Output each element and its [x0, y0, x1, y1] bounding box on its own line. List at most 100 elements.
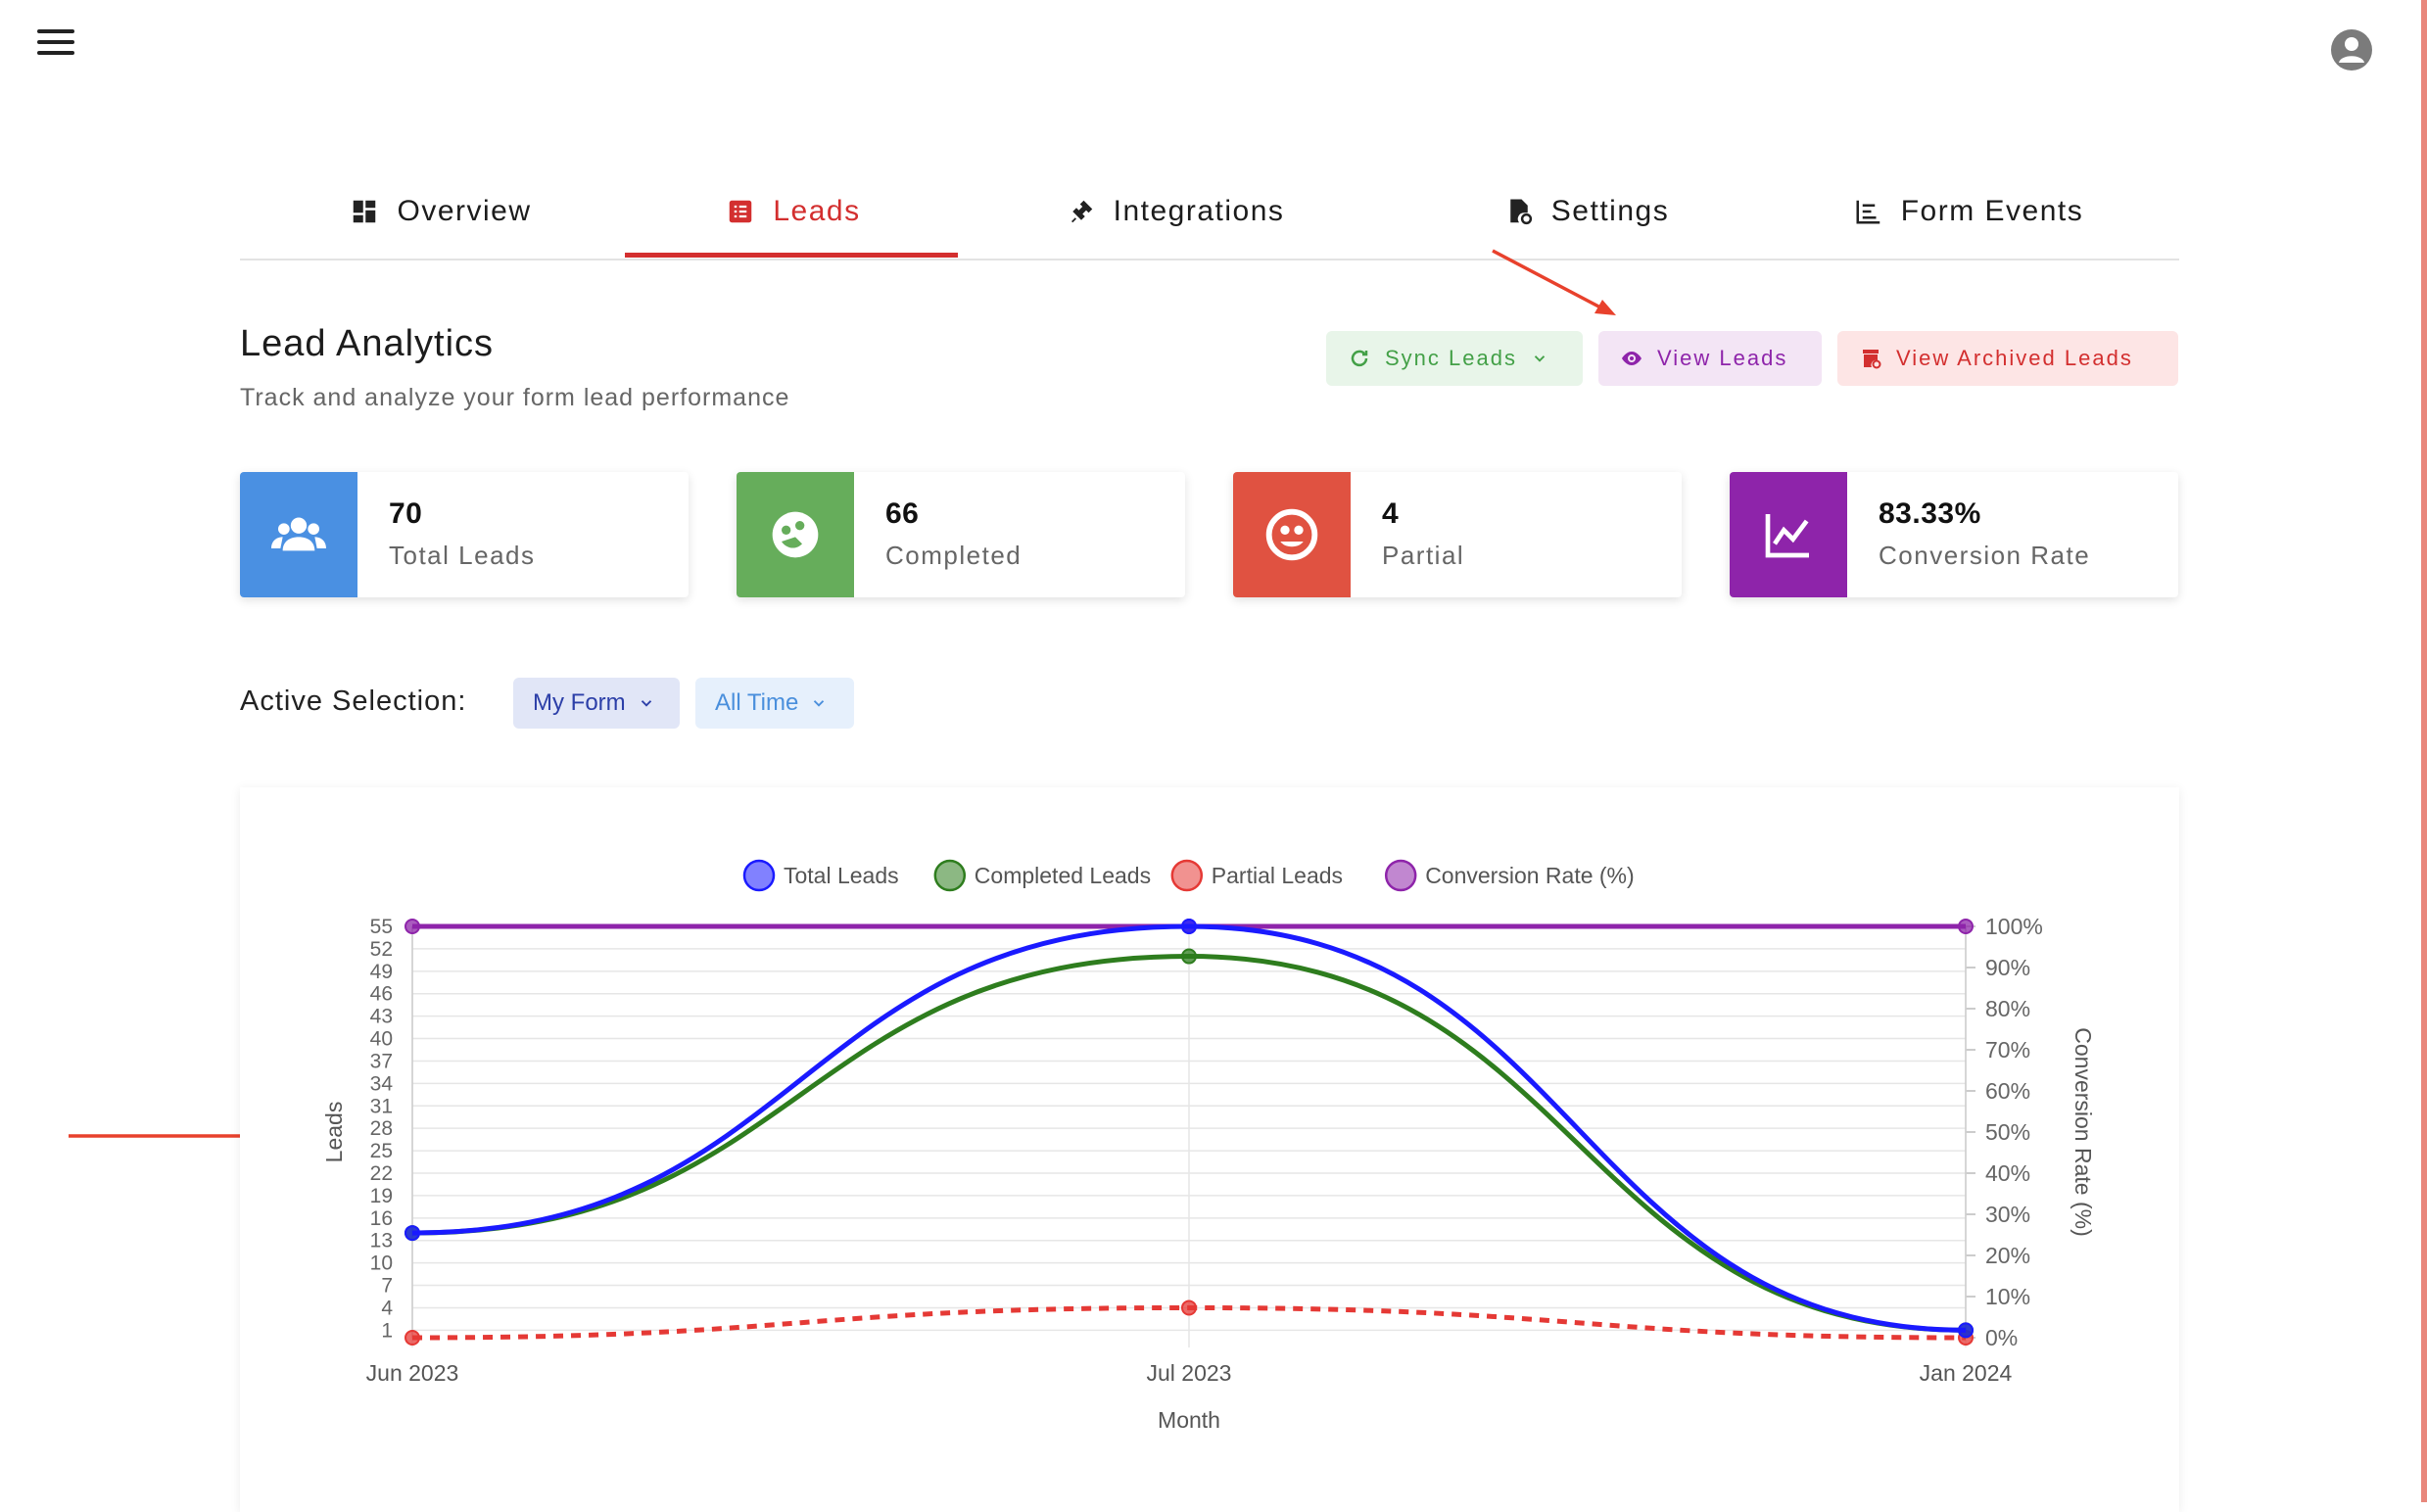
view-archived-leads-label: View Archived Leads: [1896, 346, 2133, 370]
view-leads-label: View Leads: [1657, 346, 1788, 370]
partial-icon: [1233, 472, 1351, 597]
stat-label: Conversion Rate: [1879, 541, 2091, 570]
active-selection-label: Active Selection:: [240, 685, 467, 717]
total-leads-point: [1181, 919, 1197, 934]
account-icon[interactable]: [2331, 29, 2372, 71]
stat-value: 83.33%: [1879, 497, 1981, 530]
total-leads-point: [1958, 1322, 1974, 1339]
legend-swatch-partial-leads: [1170, 859, 1204, 892]
view-archived-leads-button[interactable]: View Archived Leads: [1837, 331, 2178, 386]
time-range-value: All Time: [715, 689, 799, 716]
y2-tick-label: 60%: [1985, 1078, 2030, 1104]
y-tick-label: 7: [381, 1275, 393, 1298]
x-axis-title: Month: [1158, 1407, 1220, 1433]
conversion-rate-point: [1958, 919, 1974, 934]
legend-swatch-conversion-rate: [1384, 859, 1417, 892]
y-tick-label: 52: [370, 938, 393, 961]
y-tick-label: 28: [370, 1117, 393, 1140]
stat-label: Total Leads: [389, 541, 536, 570]
stat-card-completed: 66 Completed: [737, 472, 1185, 597]
chart-panel: 1 4 7 10 13 16 19 22 25 28 31 34 37 40 43 46 49 52 55 0% 10%…: [240, 787, 2179, 1512]
stat-value: 70: [389, 497, 423, 530]
scrollbar[interactable]: [2421, 0, 2427, 1502]
y-tick-label: 37: [370, 1050, 393, 1072]
tab-settings[interactable]: Settings: [1440, 166, 1734, 257]
y-axis-title: Leads: [321, 1102, 347, 1163]
tab-label: Integrations: [1113, 195, 1285, 227]
y2-tick-label: 30%: [1985, 1202, 2030, 1227]
y-tick-label: 13: [370, 1230, 393, 1252]
tab-leads[interactable]: Leads: [637, 166, 950, 257]
file-gear-icon: [1510, 199, 1532, 225]
trend-chart-icon: [1730, 472, 1847, 597]
y2-tick-label: 0%: [1985, 1325, 2018, 1350]
legend-label-total-leads: Total Leads: [784, 863, 899, 888]
x-tick-label: Jun 2023: [366, 1360, 459, 1386]
dashboard-icon: [354, 200, 376, 223]
tab-label: Settings: [1550, 195, 1670, 227]
stat-value: 66: [885, 497, 920, 530]
annotation-arrow: [1492, 249, 1616, 315]
tab-label: Overview: [397, 195, 532, 227]
archive-icon: [1863, 350, 1881, 369]
stat-label: Completed: [885, 541, 1023, 570]
y2-tick-label: 10%: [1985, 1284, 2030, 1309]
form-select-value: My Form: [533, 689, 626, 716]
y-tick-label: 43: [370, 1006, 393, 1028]
partial-leads-point: [1181, 1299, 1197, 1316]
x-tick-label: Jan 2024: [1920, 1360, 2013, 1386]
y2-tick-label: 40%: [1985, 1160, 2030, 1186]
x-tick-label: Jul 2023: [1147, 1360, 1232, 1386]
y-tick-label: 34: [370, 1072, 394, 1095]
page-subtitle: Track and analyze your form lead perform…: [240, 384, 790, 411]
chevron-down-icon: [641, 700, 651, 707]
y-tick-label: 31: [370, 1095, 393, 1117]
chevron-down-icon: [1534, 355, 1546, 362]
y-tick-label: 49: [370, 961, 393, 983]
completed-leads-point: [1181, 948, 1197, 965]
tab-form-events[interactable]: Form Events: [1822, 166, 2116, 257]
sync-leads-label: Sync Leads: [1385, 346, 1517, 370]
tabs-divider: [240, 259, 2179, 260]
legend-label-completed-leads: Completed Leads: [975, 863, 1151, 888]
y2-tick-label: 70%: [1985, 1037, 2030, 1063]
y-tick-label: 10: [370, 1252, 393, 1275]
y2-tick-label: 80%: [1985, 996, 2030, 1021]
users-icon: [240, 472, 357, 597]
y2-tick-label: 50%: [1985, 1119, 2030, 1145]
y-tick-label: 55: [370, 916, 393, 938]
timeline-icon: [1856, 200, 1880, 224]
y-tick-label: 46: [370, 983, 393, 1006]
form-select[interactable]: My Form: [513, 678, 680, 729]
chevron-down-icon: [814, 700, 825, 707]
time-range-select[interactable]: All Time: [695, 678, 854, 729]
plug-icon: [1071, 200, 1092, 223]
conversion-rate-point: [404, 919, 420, 934]
menu-icon[interactable]: [37, 29, 74, 59]
y2-tick-label: 20%: [1985, 1243, 2030, 1268]
stat-label: Partial: [1382, 541, 1465, 570]
stat-card-conversion-rate: 83.33% Conversion Rate: [1730, 472, 2178, 597]
view-leads-button[interactable]: View Leads: [1598, 331, 1822, 386]
stat-card-total-leads: 70 Total Leads: [240, 472, 689, 597]
tab-label: Form Events: [1900, 195, 2084, 227]
active-tab-indicator: [625, 253, 958, 258]
legend-swatch-completed-leads: [933, 859, 967, 892]
y-tick-label: 25: [370, 1140, 393, 1162]
legend-swatch-total-leads: [742, 859, 776, 892]
tab-overview[interactable]: Overview: [294, 166, 588, 257]
sync-leads-button[interactable]: Sync Leads: [1326, 331, 1583, 386]
total-leads-point: [404, 1225, 420, 1242]
refresh-icon: [1351, 350, 1368, 367]
check-badge-icon: [737, 472, 854, 597]
page-title: Lead Analytics: [240, 323, 495, 364]
list-icon: [730, 200, 752, 223]
tab-label: Leads: [773, 195, 861, 227]
y-tick-label: 19: [370, 1185, 393, 1207]
y-tick-label: 1: [381, 1319, 393, 1342]
tab-integrations[interactable]: Integrations: [1019, 166, 1332, 257]
y2-tick-label: 100%: [1985, 914, 2043, 939]
y-tick-label: 22: [370, 1162, 393, 1185]
y-tick-label: 4: [381, 1297, 393, 1319]
partial-leads-point: [404, 1330, 420, 1346]
